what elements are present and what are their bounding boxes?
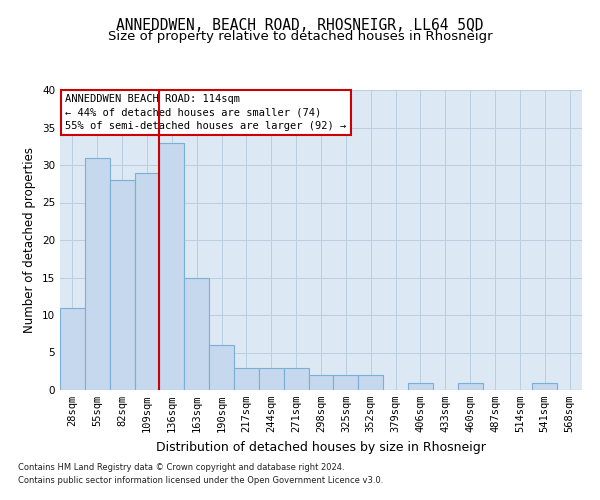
- X-axis label: Distribution of detached houses by size in Rhosneigr: Distribution of detached houses by size …: [156, 440, 486, 454]
- Bar: [284, 368, 308, 390]
- Bar: [458, 382, 482, 390]
- Bar: [234, 368, 259, 390]
- Bar: [60, 308, 85, 390]
- Bar: [209, 345, 234, 390]
- Bar: [259, 368, 284, 390]
- Bar: [85, 158, 110, 390]
- Text: ANNEDDWEN BEACH ROAD: 114sqm
← 44% of detached houses are smaller (74)
55% of se: ANNEDDWEN BEACH ROAD: 114sqm ← 44% of de…: [65, 94, 346, 131]
- Bar: [184, 278, 209, 390]
- Text: ANNEDDWEN, BEACH ROAD, RHOSNEIGR, LL64 5QD: ANNEDDWEN, BEACH ROAD, RHOSNEIGR, LL64 5…: [116, 18, 484, 32]
- Bar: [110, 180, 134, 390]
- Bar: [532, 382, 557, 390]
- Y-axis label: Number of detached properties: Number of detached properties: [23, 147, 37, 333]
- Bar: [334, 375, 358, 390]
- Bar: [160, 142, 184, 390]
- Text: Contains HM Land Registry data © Crown copyright and database right 2024.: Contains HM Land Registry data © Crown c…: [18, 464, 344, 472]
- Text: Size of property relative to detached houses in Rhosneigr: Size of property relative to detached ho…: [107, 30, 493, 43]
- Bar: [358, 375, 383, 390]
- Text: Contains public sector information licensed under the Open Government Licence v3: Contains public sector information licen…: [18, 476, 383, 485]
- Bar: [308, 375, 334, 390]
- Bar: [408, 382, 433, 390]
- Bar: [134, 172, 160, 390]
